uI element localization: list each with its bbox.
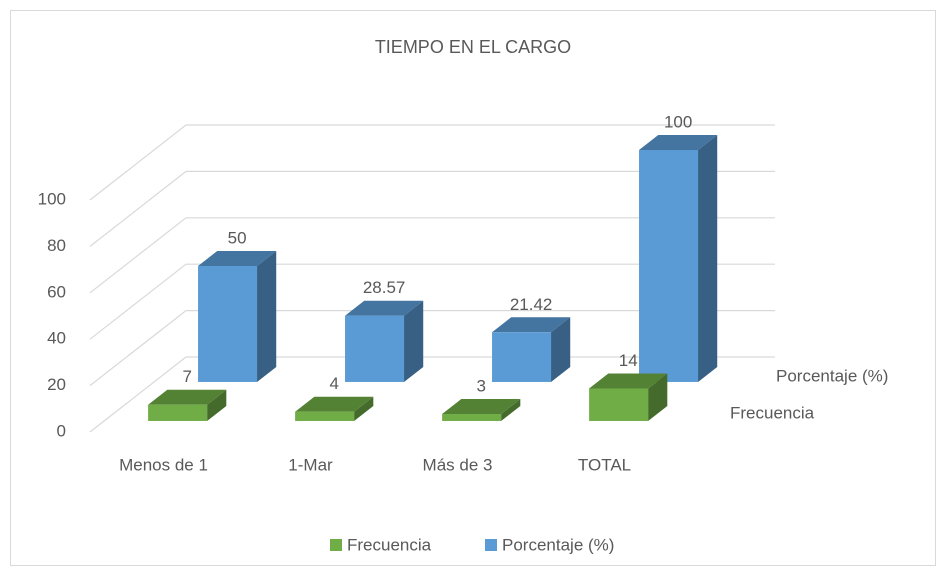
bar-top xyxy=(148,389,227,405)
y-tick-label: 60 xyxy=(47,282,66,301)
bar xyxy=(295,396,374,421)
bar xyxy=(492,317,571,382)
bar xyxy=(148,389,227,421)
bar-top xyxy=(492,317,571,333)
bar-top xyxy=(639,134,718,150)
grid-line xyxy=(89,124,775,201)
bar-top xyxy=(198,250,277,266)
bar-side xyxy=(648,373,668,421)
grid-line xyxy=(89,356,775,433)
y-tick-label: 40 xyxy=(47,329,66,348)
bar-side xyxy=(698,134,718,382)
y-tick-label: 20 xyxy=(47,375,66,394)
x-tick-label: Más de 3 xyxy=(423,455,493,474)
bar xyxy=(345,300,424,382)
bar-top xyxy=(589,373,668,389)
grid-line xyxy=(89,170,775,247)
y-tick-label: 80 xyxy=(47,236,66,255)
bar-side xyxy=(551,317,571,382)
bar-side xyxy=(404,300,424,382)
legend-label: Frecuencia xyxy=(347,535,432,554)
bar-side xyxy=(257,250,277,382)
bar-front xyxy=(589,388,649,421)
bar-front xyxy=(442,414,502,421)
chart-title: TIEMPO EN EL CARGO xyxy=(375,37,571,57)
depth-label: Frecuencia xyxy=(730,403,815,422)
y-tick-label: 100 xyxy=(38,189,66,208)
y-tick-label: 0 xyxy=(57,421,66,440)
x-tick-label: Menos de 1 xyxy=(119,455,208,474)
bar xyxy=(589,373,668,421)
bar-front xyxy=(148,404,208,421)
value-label: 28.57 xyxy=(363,278,406,297)
depth-label: Porcentaje (%) xyxy=(776,366,888,385)
value-label: 100 xyxy=(664,112,692,131)
bar-side xyxy=(501,399,521,421)
x-tick-label: TOTAL xyxy=(578,455,631,474)
bar-side xyxy=(354,396,374,421)
grid-line xyxy=(89,310,775,387)
bar xyxy=(198,250,277,382)
value-label: 7 xyxy=(182,367,191,386)
bar-front xyxy=(198,265,258,382)
bar xyxy=(639,134,718,382)
legend-label: Porcentaje (%) xyxy=(502,535,614,554)
value-label: 3 xyxy=(476,376,485,395)
value-label: 21.42 xyxy=(510,295,553,314)
legend-swatch xyxy=(485,539,497,551)
x-tick-label: 1-Mar xyxy=(288,455,333,474)
value-label: 14 xyxy=(619,351,638,370)
bar xyxy=(442,399,521,421)
bar-top xyxy=(442,399,521,415)
bar-front xyxy=(295,411,355,421)
bar-top xyxy=(345,300,424,316)
value-label: 4 xyxy=(329,374,338,393)
bar-side xyxy=(207,389,227,421)
grid-line xyxy=(89,263,775,340)
value-label: 50 xyxy=(228,228,247,247)
bar-front xyxy=(492,332,552,382)
bar-front xyxy=(345,315,405,382)
bar-front xyxy=(639,149,699,382)
legend-swatch xyxy=(330,539,342,551)
grid-line xyxy=(89,217,775,294)
chart-border xyxy=(10,10,936,566)
bar-top xyxy=(295,396,374,412)
